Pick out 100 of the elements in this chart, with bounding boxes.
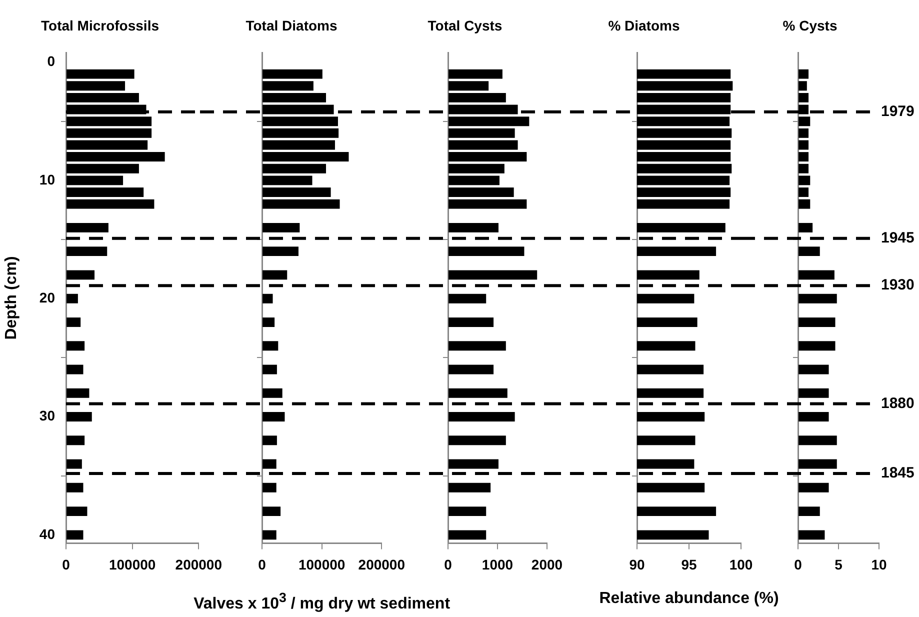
- chart-title: % Cysts: [782, 17, 838, 34]
- bar: [66, 152, 165, 162]
- bar: [798, 164, 809, 174]
- bar: [66, 188, 144, 197]
- bar: [448, 482, 491, 492]
- bar: [262, 412, 285, 422]
- bar: [66, 128, 152, 138]
- bar: [798, 318, 836, 327]
- y-tick-label: 10: [39, 171, 56, 188]
- bar: [448, 436, 506, 446]
- bar: [262, 152, 349, 162]
- bar: [66, 81, 126, 91]
- chart-title: Total Diatoms: [246, 17, 338, 34]
- x-tick-label: 1000: [482, 556, 514, 572]
- bar: [262, 188, 331, 197]
- bar: [262, 128, 339, 138]
- bar: [66, 459, 82, 469]
- bar: [798, 199, 810, 209]
- bar: [448, 412, 515, 422]
- bar: [798, 530, 825, 540]
- bar: [66, 222, 108, 232]
- bar: [798, 364, 829, 374]
- x-axis-title: Valves x 10$^{3}$ / mg dry wt sediment: [194, 590, 450, 614]
- x-tick-label: 0: [258, 556, 266, 572]
- x-tick-label: 200000: [175, 556, 222, 572]
- bar: [262, 482, 276, 492]
- bar: [798, 69, 809, 79]
- y-tick-label: 40: [39, 526, 56, 542]
- text: 1845: [881, 464, 914, 482]
- x-tick-label: 5: [834, 556, 843, 572]
- bar: [448, 140, 518, 150]
- bar: [448, 246, 524, 256]
- x-tick-label: 90: [629, 556, 645, 572]
- bar: [798, 388, 829, 398]
- x-tick-label: 100000: [298, 556, 346, 572]
- bar: [262, 388, 282, 398]
- bar: [798, 506, 820, 516]
- bar: [448, 364, 494, 374]
- bar: [798, 81, 807, 91]
- bar: [448, 506, 486, 516]
- text: 1880: [881, 394, 914, 412]
- bar: [448, 164, 504, 174]
- bar: [262, 176, 312, 186]
- bar: [262, 506, 281, 516]
- bar: [262, 294, 273, 304]
- bar: [262, 69, 322, 79]
- x-tick-label: 0: [62, 556, 70, 572]
- bar: [448, 530, 486, 540]
- bar: [66, 140, 148, 150]
- bar: [448, 176, 500, 186]
- bar: [448, 69, 502, 79]
- bar: [798, 270, 834, 280]
- bar: [798, 176, 810, 186]
- chart-title: Total Cysts: [428, 17, 502, 34]
- x-axis-title: Relative abundance (%): [599, 590, 779, 608]
- bar: [448, 318, 494, 327]
- bar: [66, 69, 134, 79]
- bar: [66, 116, 152, 126]
- bar: [448, 459, 498, 469]
- bar: [448, 294, 486, 304]
- bar: [448, 188, 514, 197]
- bar: [262, 318, 275, 327]
- bar: [66, 364, 84, 374]
- bar: [262, 222, 300, 232]
- bar: [448, 270, 538, 280]
- text: 1979: [881, 103, 914, 120]
- bar: [448, 92, 506, 102]
- bar: [448, 222, 498, 232]
- x-tick-label: 200000: [358, 556, 406, 572]
- x-tick-label: 0: [794, 556, 802, 572]
- text: 1930: [881, 276, 914, 294]
- bar: [448, 81, 489, 91]
- bar: [66, 506, 88, 516]
- bar: [798, 140, 809, 150]
- bar: [798, 294, 837, 304]
- bar: [66, 164, 139, 174]
- bar: [798, 436, 837, 446]
- bar: [262, 81, 314, 91]
- bar: [66, 318, 81, 327]
- bar: [448, 116, 530, 126]
- bar: [262, 92, 326, 102]
- bar: [262, 341, 278, 351]
- bar: [798, 341, 836, 351]
- bar: [262, 436, 277, 446]
- bar: [798, 188, 809, 197]
- bar: [66, 341, 85, 351]
- bar: [448, 128, 515, 138]
- bar: [66, 246, 108, 256]
- bar: [66, 436, 85, 446]
- bar: [66, 530, 84, 540]
- bar: [66, 388, 90, 398]
- x-tick-label: 95: [681, 556, 697, 572]
- bar: [798, 482, 829, 492]
- bar: [262, 140, 335, 150]
- bar: [262, 459, 276, 469]
- bar: [262, 164, 326, 174]
- bar: [448, 341, 506, 351]
- bar: [798, 152, 809, 162]
- bar: [798, 459, 837, 469]
- x-tick-label: 100000: [108, 556, 156, 572]
